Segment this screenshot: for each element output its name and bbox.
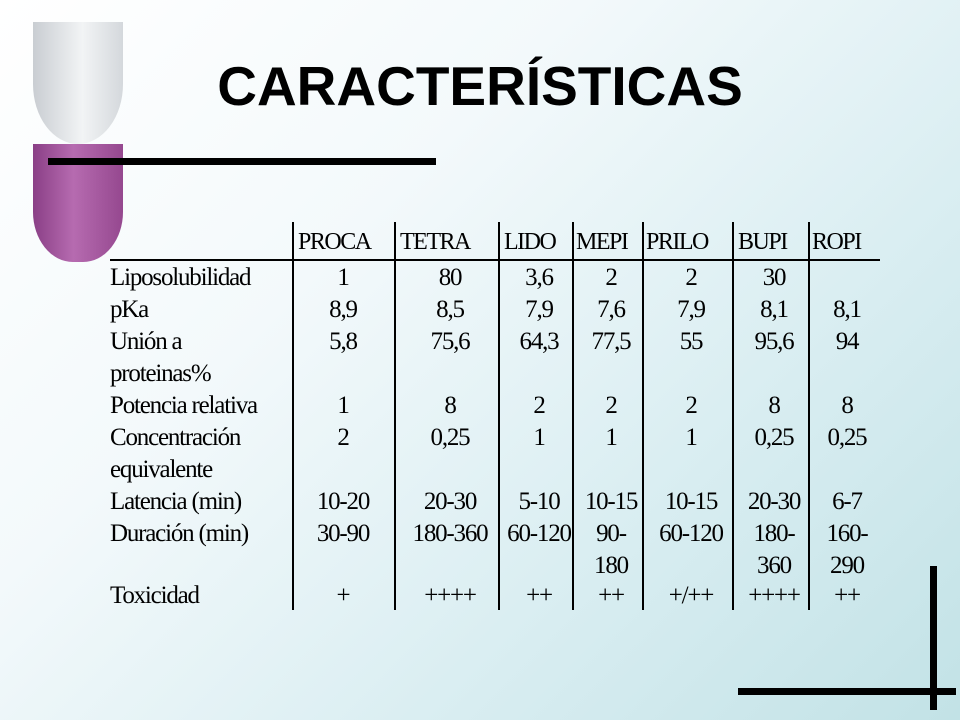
row-label: Potencia relativa	[110, 392, 258, 419]
table-cell: 1	[337, 264, 350, 291]
table-cell: 80	[438, 264, 463, 291]
table-cell: ++	[834, 582, 861, 609]
table-cell: 10-15	[664, 488, 719, 515]
header-ropi: ROPI	[812, 229, 862, 255]
table-cell: 77,5	[591, 328, 632, 355]
table-cell: 60-120	[507, 520, 572, 547]
column-divider	[572, 222, 574, 610]
column-divider	[292, 222, 294, 610]
column-divider	[732, 222, 734, 610]
row-label: Duración (min)	[110, 520, 249, 547]
table-cell: 3,6	[525, 264, 554, 291]
slide-title: CARACTERÍSTICAS	[217, 55, 743, 117]
row-label: Unión a	[110, 328, 183, 355]
table-cell: 64,3	[519, 328, 560, 355]
decorative-bar-top	[33, 22, 123, 144]
row-label: Liposolubilidad	[110, 264, 252, 291]
table-cell: 290	[830, 552, 865, 579]
header-proca: PROCA	[298, 229, 372, 255]
table-cell: 8	[444, 392, 457, 419]
table-cell: 2	[533, 392, 546, 419]
table-cell: 20-30	[747, 488, 802, 515]
header-divider	[110, 259, 880, 261]
table-cell: 5-10	[518, 488, 560, 515]
table-cell: 2	[605, 264, 618, 291]
table-cell: 8,1	[760, 296, 789, 323]
table-cell: 20-30	[423, 488, 478, 515]
table-cell: 75,6	[430, 328, 471, 355]
table-cell: ++++	[748, 582, 801, 609]
header-mepi: MEPI	[576, 229, 629, 255]
table-cell: 360	[757, 552, 792, 579]
table-cell: 2	[605, 392, 618, 419]
table-cell: 95,6	[754, 328, 795, 355]
table-cell: 2	[685, 264, 698, 291]
corner-line-horizontal	[738, 688, 956, 695]
table-cell: 1	[685, 424, 698, 451]
table-cell: 180	[594, 552, 629, 579]
table-cell: +/++	[668, 582, 715, 609]
table-cell: 5,8	[329, 328, 358, 355]
table-cell: 180-	[753, 520, 795, 547]
table-cell: 1	[337, 392, 350, 419]
table-cell: 6-7	[832, 488, 863, 515]
table-cell: 180-360	[412, 520, 489, 547]
table-cell: 1	[533, 424, 546, 451]
title-underline	[48, 158, 436, 165]
table-cell: 55	[679, 328, 704, 355]
table-cell: ++	[598, 582, 625, 609]
header-bupi: BUPI	[738, 229, 788, 255]
row-label: Concentración	[110, 424, 241, 451]
table-cell: 30	[762, 264, 787, 291]
column-divider	[808, 222, 810, 610]
table-cell: 160-	[826, 520, 868, 547]
column-divider	[642, 222, 644, 610]
table-cell: 8,9	[329, 296, 358, 323]
row-label: pKa	[110, 296, 149, 323]
table-cell: ++++	[424, 582, 477, 609]
column-divider	[394, 222, 396, 610]
table-cell: 2	[685, 392, 698, 419]
table-cell: 0,25	[827, 424, 868, 451]
table-cell: 7,9	[677, 296, 706, 323]
table-cell: ++	[526, 582, 553, 609]
row-label: Latencia (min)	[110, 488, 242, 515]
table-cell: 1	[605, 424, 618, 451]
table-cell: 30-90	[316, 520, 371, 547]
header-prilo: PRILO	[646, 229, 709, 255]
table-cell: 7,6	[597, 296, 626, 323]
table-cell: 8	[768, 392, 781, 419]
table-cell: 8,1	[833, 296, 862, 323]
table-cell: 7,9	[525, 296, 554, 323]
row-label: proteinas%	[110, 360, 212, 387]
header-tetra: TETRA	[400, 229, 471, 255]
table-cell: 94	[835, 328, 860, 355]
table-cell: 2	[337, 424, 350, 451]
table-cell: 60-120	[659, 520, 724, 547]
row-label: equivalente	[110, 456, 213, 483]
row-label: Toxicidad	[110, 582, 200, 609]
table-cell: 8,5	[436, 296, 465, 323]
table-cell: 0,25	[754, 424, 795, 451]
header-lido: LIDO	[504, 229, 557, 255]
column-divider	[498, 222, 500, 610]
table-cell: +	[336, 582, 351, 609]
table-cell: 10-20	[316, 488, 371, 515]
table-cell: 90-	[596, 520, 627, 547]
table-cell: 8	[841, 392, 854, 419]
table-cell: 0,25	[430, 424, 471, 451]
corner-line-vertical	[930, 566, 937, 710]
table-cell: 10-15	[584, 488, 639, 515]
